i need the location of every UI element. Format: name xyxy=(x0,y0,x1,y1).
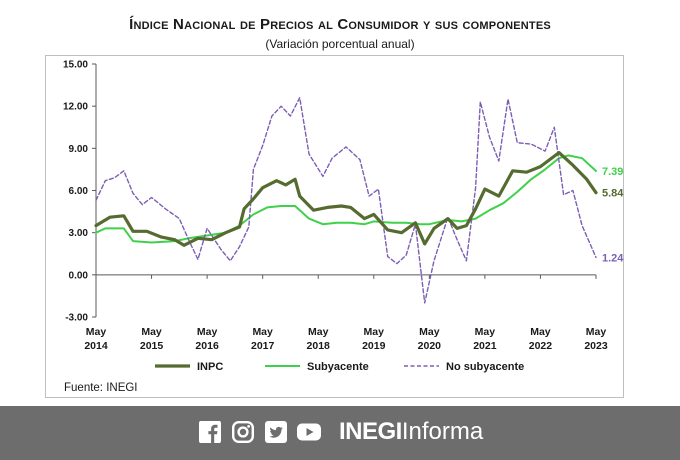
y-tick-label: -3.00 xyxy=(65,313,88,324)
y-tick-label: 3.00 xyxy=(69,228,89,239)
y-tick-label: 15.00 xyxy=(63,60,88,71)
end-label: 1.24 xyxy=(602,252,624,264)
brand-bold-text: INEGI xyxy=(339,418,402,445)
end-label: 7.39 xyxy=(602,166,623,178)
x-tick-label-year: 2014 xyxy=(84,340,108,352)
brand-light-text: Informa xyxy=(401,418,484,445)
x-tick-label-month: May xyxy=(530,326,551,338)
source-note: Fuente: INEGI xyxy=(64,382,138,394)
x-tick-label-year: 2019 xyxy=(362,340,386,352)
x-tick-label-month: May xyxy=(86,326,107,338)
x-tick-label-month: May xyxy=(586,326,607,338)
x-tick-label-month: May xyxy=(475,326,496,338)
x-tick-label-year: 2016 xyxy=(195,340,219,352)
chart-title: Índice Nacional de Precios al Consumidor… xyxy=(129,16,551,33)
x-tick-label-month: May xyxy=(141,326,162,338)
y-tick-label: 12.00 xyxy=(63,102,88,113)
x-tick-label-year: 2018 xyxy=(307,340,331,352)
x-tick-label-year: 2022 xyxy=(529,340,553,352)
x-tick-label-year: 2015 xyxy=(140,340,164,352)
x-tick-label-month: May xyxy=(308,326,329,338)
youtube-icon[interactable] xyxy=(297,421,321,443)
series-line-no-subyacente xyxy=(95,97,597,304)
y-tick-label: 6.00 xyxy=(69,186,89,197)
chart-frame xyxy=(45,55,624,398)
y-tick-label: 0.00 xyxy=(69,270,89,281)
legend-label: Subyacente xyxy=(307,361,369,373)
footer-bar: INEGIInforma xyxy=(0,406,680,460)
y-axis: 15.00 12.00 9.00 6.00 3.00 0.00 -3.00 xyxy=(63,60,97,324)
x-tick-label-year: 2020 xyxy=(418,340,442,352)
instagram-icon[interactable] xyxy=(232,421,255,444)
end-label: 5.84 xyxy=(602,188,624,200)
x-tick-label-month: May xyxy=(252,326,273,338)
x-tick-label-month: May xyxy=(364,326,385,338)
legend-label: INPC xyxy=(197,361,223,373)
end-labels: 7.39 5.84 1.24 xyxy=(602,166,624,264)
series-line-inpc xyxy=(94,151,598,247)
x-axis: May 2014 May 2015 May 2016 May 2017 May 2018 May 20… xyxy=(84,274,608,352)
series-line-subyacente xyxy=(95,154,597,244)
facebook-icon[interactable] xyxy=(199,421,221,443)
x-tick-label-month: May xyxy=(419,326,440,338)
x-tick-label-month: May xyxy=(197,326,218,338)
chart-subtitle: (Variación porcentual anual) xyxy=(265,37,415,51)
legend: INPC Subyacente No subyacente xyxy=(155,361,524,373)
y-tick-label: 9.00 xyxy=(69,144,89,155)
inegi-informa-logo: INEGIInforma xyxy=(339,418,483,446)
x-tick-label-year: 2017 xyxy=(251,340,275,352)
legend-label: No subyacente xyxy=(446,361,524,373)
x-tick-label-year: 2021 xyxy=(473,340,497,352)
twitter-icon[interactable] xyxy=(265,421,287,443)
plot-area xyxy=(94,97,598,304)
x-tick-label-year: 2023 xyxy=(584,340,608,352)
